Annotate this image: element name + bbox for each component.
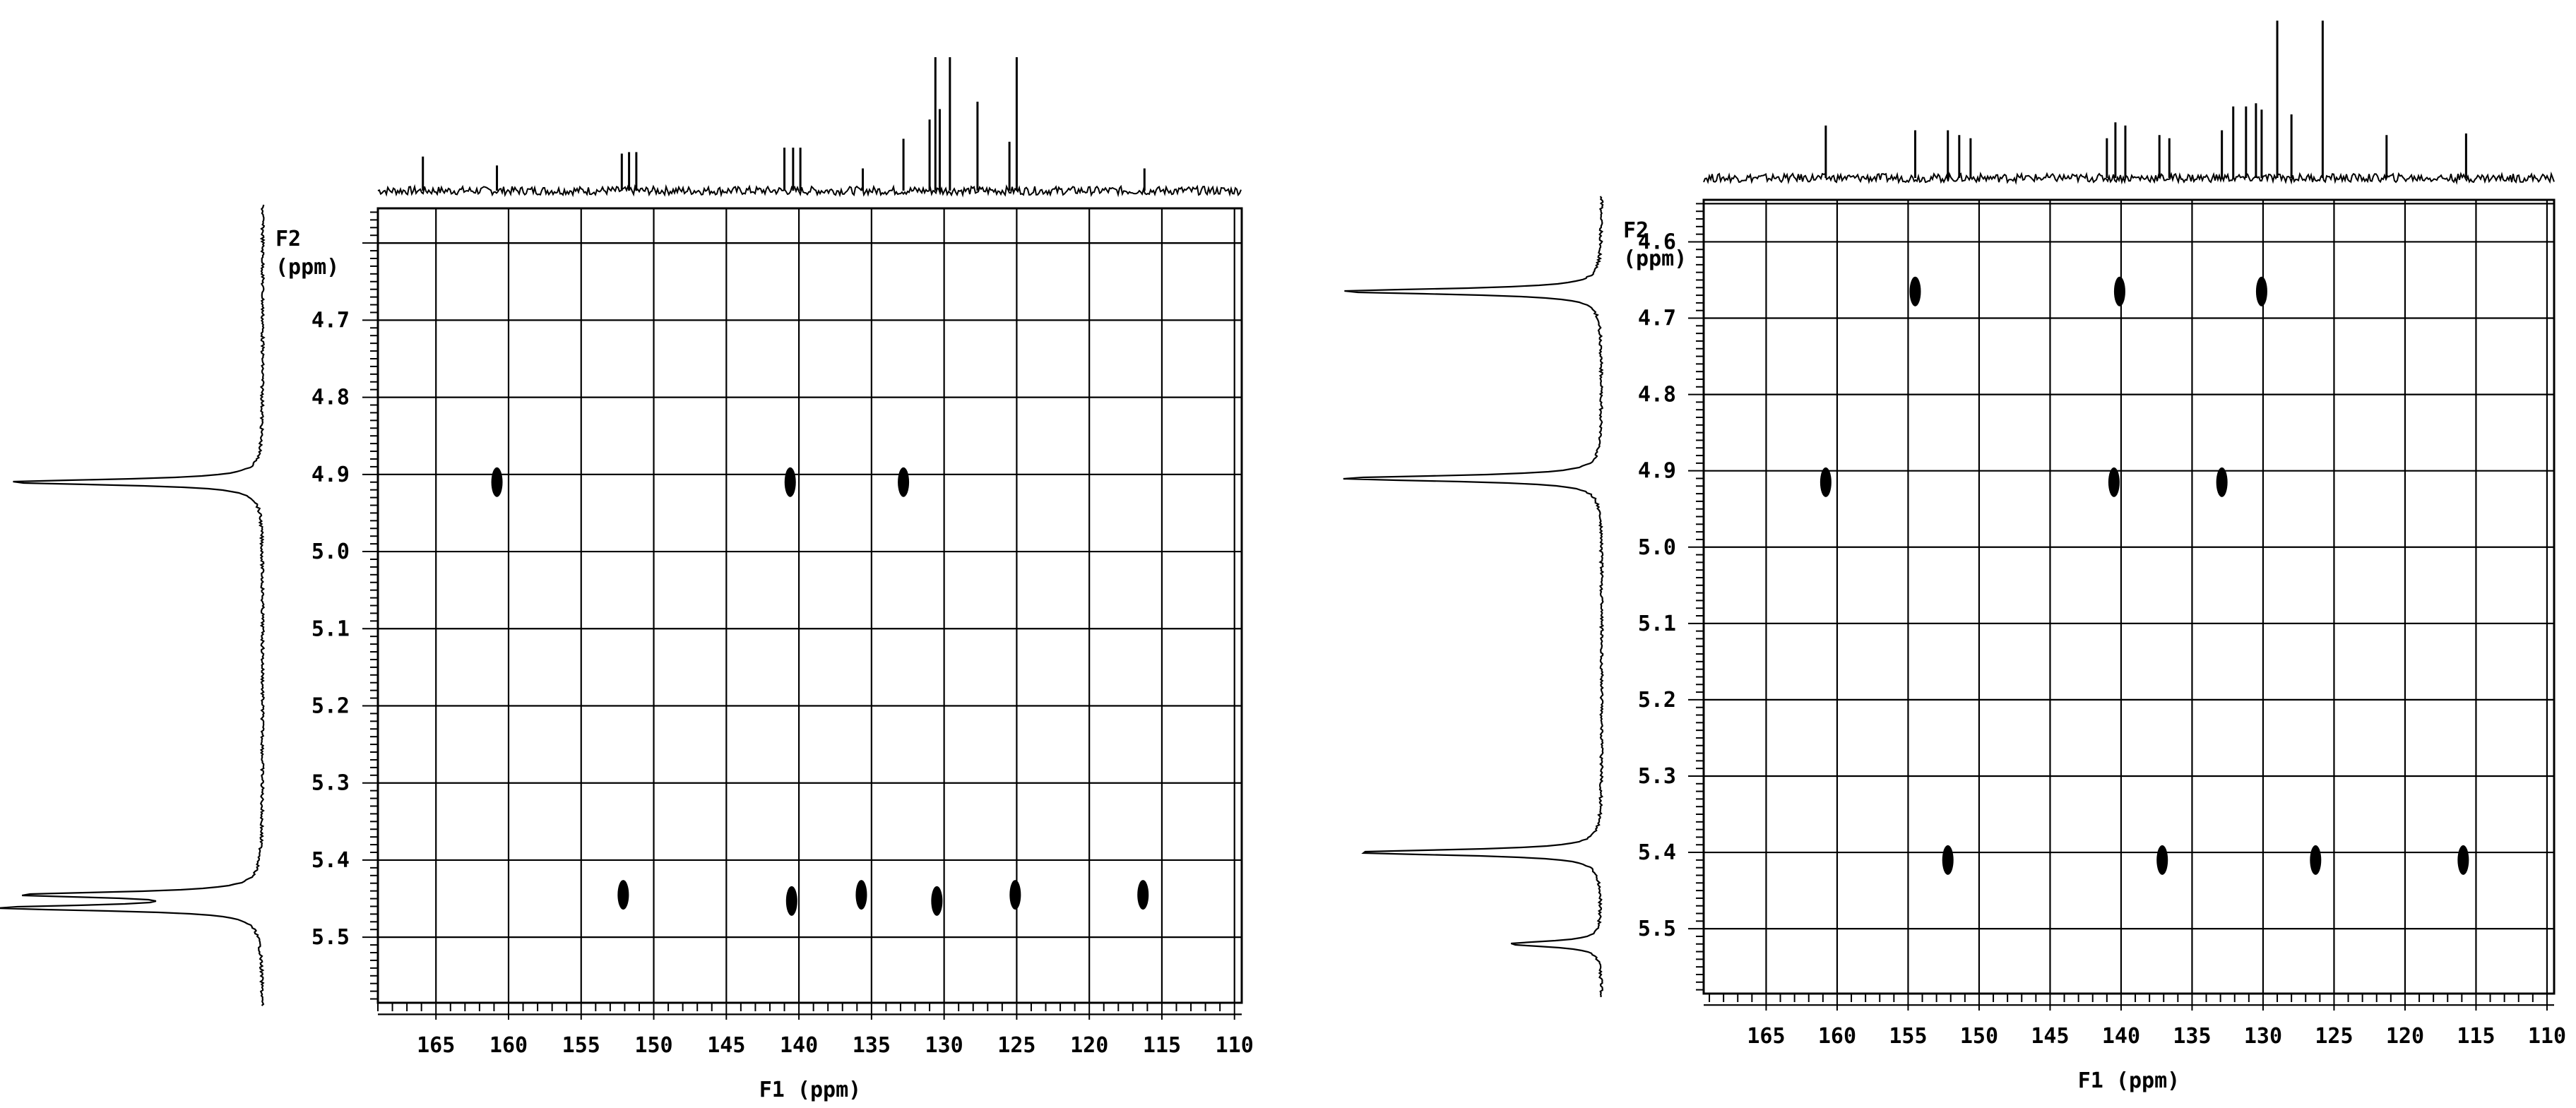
y-tick-label: 4.8 <box>1638 383 1676 407</box>
x-axis-ticks <box>1709 994 2548 1011</box>
y-tick-label: 4.8 <box>311 386 350 410</box>
cross-peak <box>2457 845 2469 875</box>
y-axis-label: F2 <box>1623 218 1649 243</box>
y-axis-label-unit: (ppm) <box>275 255 339 280</box>
x-tick-label: 145 <box>2031 1024 2069 1049</box>
cross-peak <box>784 467 796 497</box>
top-projection-baseline <box>1703 171 2555 185</box>
y-tick-label: 4.6 <box>1638 230 1676 254</box>
cross-peak <box>855 880 867 910</box>
x-axis-label: F1 (ppm) <box>2078 1068 2180 1093</box>
plot-frame <box>376 207 1243 1004</box>
x-tick-label: 115 <box>2457 1024 2495 1049</box>
y-tick-label: 5.5 <box>1638 917 1676 941</box>
cross-peak <box>2216 467 2228 497</box>
y-tick-label: 5.3 <box>311 771 350 796</box>
x-tick-label: 135 <box>2173 1024 2211 1049</box>
y-tick-label: 5.4 <box>311 848 350 873</box>
cross-peak <box>2108 467 2120 497</box>
x-axis-ticks <box>377 1003 1235 1020</box>
cross-peak <box>898 467 910 497</box>
x-tick-label: 115 <box>1143 1033 1181 1058</box>
x-tick-label: 150 <box>634 1033 672 1058</box>
side-projection-trace <box>1343 196 1605 998</box>
cross-peak <box>1942 845 1954 875</box>
grid <box>1704 200 2554 1006</box>
y-tick-label: 5.3 <box>1638 764 1676 789</box>
y-tick-label: 4.9 <box>311 463 350 487</box>
x-tick-label: 165 <box>417 1033 455 1058</box>
cross-peak <box>2310 845 2322 875</box>
cross-peak <box>491 467 503 497</box>
y-tick-label: 5.2 <box>1638 688 1676 713</box>
y-axis-label-unit: (ppm) <box>1623 246 1687 271</box>
y-tick-label: 5.4 <box>1638 840 1676 865</box>
plot-frame <box>1702 198 2556 995</box>
y-axis-label: F2 <box>275 227 301 251</box>
cross-peak <box>2113 276 2125 306</box>
cross-peak <box>2255 276 2267 306</box>
x-axis-label: F1 (ppm) <box>759 1078 862 1102</box>
x-tick-label: 165 <box>1747 1024 1785 1049</box>
cross-peak <box>1137 880 1149 910</box>
y-tick-label: 4.9 <box>1638 459 1676 484</box>
x-tick-label: 125 <box>997 1033 1035 1058</box>
right-hmbc-spectrum: 165 160 155 150 145 140 135 130 125 120 115 110 4.6 4… <box>1343 20 2566 1093</box>
x-tick-label: 135 <box>853 1033 891 1058</box>
x-tick-label: 130 <box>925 1033 963 1058</box>
cross-peak <box>1820 467 1832 497</box>
y-tick-label: 5.0 <box>311 540 350 564</box>
cross-peak <box>1009 880 1021 910</box>
y-tick-label: 4.7 <box>1638 306 1676 331</box>
x-tick-label: 130 <box>2244 1024 2282 1049</box>
y-axis-ticks <box>362 211 378 1000</box>
x-tick-label: 160 <box>1818 1024 1856 1049</box>
x-tick-label: 125 <box>2315 1024 2353 1049</box>
y-tick-label: 5.2 <box>311 693 350 718</box>
x-tick-label: 120 <box>2386 1024 2424 1049</box>
x-tick-label: 160 <box>489 1033 528 1058</box>
cross-peak <box>1909 276 1921 306</box>
x-tick-label: 140 <box>780 1033 818 1058</box>
x-tick-label: 120 <box>1070 1033 1108 1058</box>
x-tick-label: 110 <box>1216 1033 1254 1058</box>
left-hmbc-spectrum: 165 160 155 150 145 140 135 130 125 120 115 110 4.7 4… <box>0 57 1254 1102</box>
cross-peak <box>2156 845 2168 875</box>
cross-peak <box>617 880 629 910</box>
x-tick-label: 110 <box>2528 1024 2566 1049</box>
x-tick-label: 155 <box>562 1033 600 1058</box>
y-tick-label: 5.0 <box>1638 535 1676 560</box>
y-tick-label: 5.1 <box>311 616 350 641</box>
x-tick-label: 145 <box>707 1033 745 1058</box>
grid <box>378 208 1242 1015</box>
x-tick-label: 155 <box>1889 1024 1927 1049</box>
side-projection-trace <box>0 204 266 1006</box>
top-projection-baseline <box>377 184 1242 198</box>
y-tick-label: 5.5 <box>311 925 350 950</box>
y-tick-label: 4.7 <box>311 308 350 333</box>
cross-peak <box>931 886 943 916</box>
x-tick-label: 150 <box>1960 1024 1998 1049</box>
cross-peak <box>785 886 797 916</box>
x-tick-label: 140 <box>2102 1024 2140 1049</box>
y-axis-ticks <box>1688 203 1704 991</box>
y-tick-label: 5.1 <box>1638 612 1676 636</box>
